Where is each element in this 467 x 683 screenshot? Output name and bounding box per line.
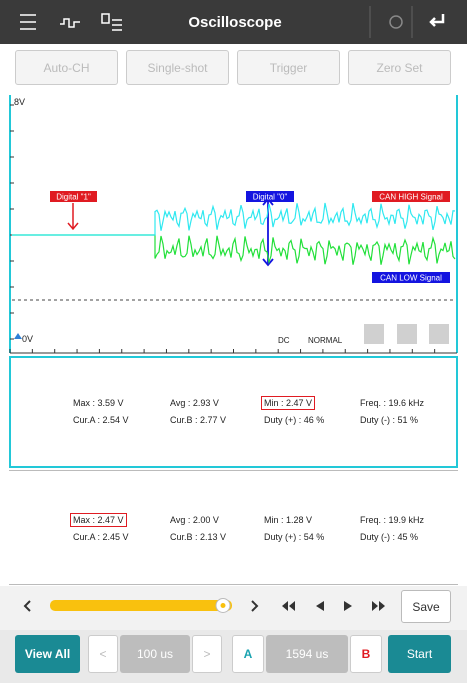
measurement: Max : 2.47 V xyxy=(70,513,127,527)
measurement: Freq. : 19.6 kHz xyxy=(360,398,425,408)
measurement: Cur.A : 2.45 V xyxy=(73,532,129,542)
digital-one-label: Digital "1" xyxy=(56,193,91,202)
measurement: Min : 1.28 V xyxy=(264,515,313,525)
save-button[interactable]: Save xyxy=(401,590,451,623)
measurement: Freq. : 19.9 kHz xyxy=(360,515,425,525)
digital-one-arrow xyxy=(67,203,79,231)
cursor-a-button[interactable]: A xyxy=(232,635,264,673)
auto-ch-button[interactable]: Auto-CH xyxy=(15,50,118,85)
next-time-button[interactable]: > xyxy=(192,635,222,673)
measurement: Cur.B : 2.13 V xyxy=(170,532,227,542)
can-low-trace xyxy=(12,234,456,265)
measurement: Avg : 2.93 V xyxy=(170,398,219,408)
measurement: Duty (-) : 51 % xyxy=(360,415,419,425)
bottom-label: 0V xyxy=(22,334,33,344)
panel-a xyxy=(9,356,458,468)
playback-controls xyxy=(23,598,385,613)
coupling: DC xyxy=(278,336,290,345)
measurement: Cur.B : 2.77 V xyxy=(170,415,227,425)
can-high-tag xyxy=(372,191,450,202)
scale-button[interactable] xyxy=(397,324,417,344)
digital-zero-label: Digital "0" xyxy=(253,193,288,202)
cursor-b-button[interactable]: B xyxy=(350,635,382,673)
prev-time-button[interactable]: < xyxy=(88,635,118,673)
can-low-label: CAN LOW Signal xyxy=(380,274,442,283)
fullscreen-button[interactable] xyxy=(429,324,449,344)
can-high-trace xyxy=(12,202,456,236)
mode: NORMAL xyxy=(308,336,343,345)
measurement: Avg : 2.00 V xyxy=(170,515,219,525)
digital-zero-tag xyxy=(246,191,294,202)
zoom-button[interactable] xyxy=(364,324,384,344)
view-all-button[interactable]: View All xyxy=(15,635,80,673)
header-icons xyxy=(20,6,445,38)
zero-marker xyxy=(14,333,22,339)
single-shot-button[interactable]: Single-shot xyxy=(126,50,229,85)
start-button[interactable]: Start xyxy=(388,635,451,673)
can-low-tag xyxy=(372,272,450,283)
measurement: Duty (-) : 45 % xyxy=(360,532,419,542)
can-high-label: CAN HIGH Signal xyxy=(379,193,443,202)
measurement: Min : 2.47 V xyxy=(261,396,316,410)
measurement: Cur.A : 2.54 V xyxy=(73,415,129,425)
time-div: 100 us xyxy=(120,635,190,673)
measurement: Duty (+) : 46 % xyxy=(264,415,325,425)
measurement: Max : 3.59 V xyxy=(73,398,124,408)
measurement: Duty (+) : 54 % xyxy=(264,532,325,542)
zero-set-button[interactable]: Zero Set xyxy=(348,50,451,85)
trigger-button[interactable]: Trigger xyxy=(237,50,340,85)
top-label: 8V xyxy=(14,97,25,107)
title: Oscilloscope xyxy=(188,13,282,31)
panel-b xyxy=(9,470,458,585)
cursor-span: 1594 us xyxy=(266,635,348,673)
scope-display: 8V Digital "1" Digital "0" CAN HIGH Sign… xyxy=(9,95,458,354)
digital-one-tag xyxy=(50,191,97,202)
